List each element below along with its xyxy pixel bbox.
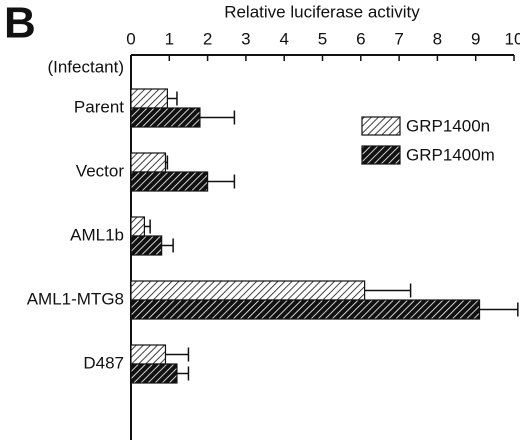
legend-label: GRP1400m (406, 145, 495, 164)
x-tick-label: 2 (203, 29, 212, 48)
bar (130, 280, 366, 301)
error-bar (207, 174, 236, 189)
y-axis-label: (Infectant) (47, 57, 124, 76)
error-bar (364, 283, 412, 298)
legend-swatch (361, 145, 401, 165)
x-tick-label: 10 (505, 29, 520, 48)
x-tick-label: 9 (471, 29, 480, 48)
error-bar (165, 155, 169, 170)
error-bar (199, 110, 236, 125)
panel-label: B (4, 0, 36, 48)
y-tick-label: Vector (76, 161, 125, 180)
bar (130, 88, 168, 109)
x-tick-label: 1 (165, 29, 174, 48)
bar (130, 107, 201, 128)
error-bar (144, 219, 151, 234)
legend-label: GRP1400n (406, 116, 490, 135)
x-tick-label: 4 (279, 29, 288, 48)
legend-swatch (361, 116, 401, 136)
y-tick-label: Parent (74, 97, 124, 116)
error-bar (176, 366, 190, 381)
bar (130, 216, 146, 237)
x-axis-label: Relative luciferase activity (224, 2, 420, 21)
x-tick-label: 6 (356, 29, 365, 48)
bar (130, 363, 178, 384)
bar (130, 235, 163, 256)
bar (130, 344, 167, 365)
y-tick-label: AML1-MTG8 (27, 289, 124, 308)
error-bar (165, 347, 190, 362)
bar (130, 152, 167, 173)
x-tick-label: 5 (318, 29, 327, 48)
y-tick-label: AML1b (70, 225, 124, 244)
bar (130, 299, 481, 320)
error-bar (167, 91, 178, 106)
x-tick-label: 7 (394, 29, 403, 48)
error-bar (161, 238, 174, 253)
x-tick-label: 0 (126, 29, 135, 48)
y-tick-label: D487 (83, 353, 124, 372)
x-tick-label: 3 (241, 29, 250, 48)
error-bar (479, 302, 519, 317)
bar (130, 171, 209, 192)
x-tick-label: 8 (433, 29, 442, 48)
